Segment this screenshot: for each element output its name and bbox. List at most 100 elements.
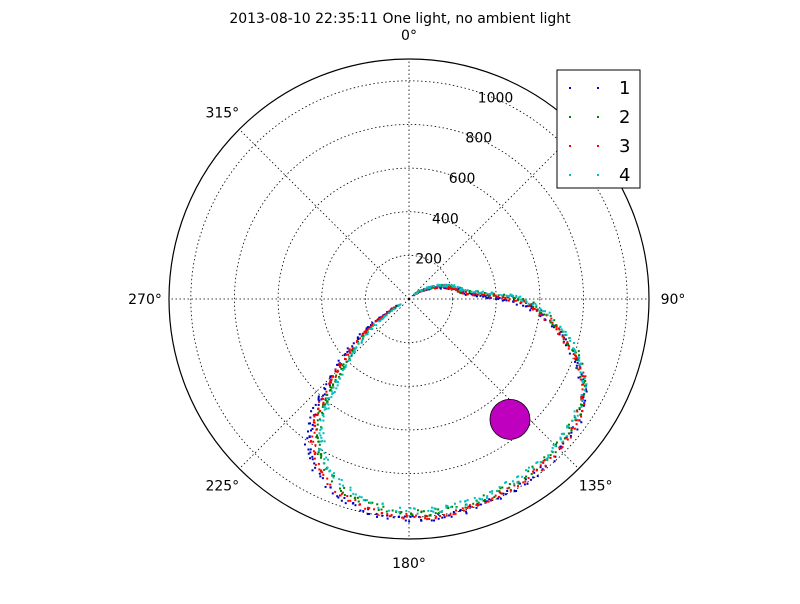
- point-series-4-340: [354, 350, 357, 353]
- point-series-4-346: [357, 342, 360, 345]
- point-series-4-53: [459, 287, 462, 290]
- point-series-4-229: [433, 507, 436, 510]
- point-series-4-211: [473, 496, 476, 499]
- point-series-1-380: [395, 305, 398, 308]
- point-series-1-182: [536, 475, 539, 478]
- point-series-3-167: [566, 438, 569, 441]
- point-series-4-257: [360, 496, 363, 499]
- point-series-4-348: [361, 339, 364, 342]
- point-series-3-183: [535, 469, 538, 472]
- point-series-2-278: [316, 453, 319, 456]
- point-series-2-76: [487, 294, 490, 297]
- point-series-3-229: [424, 514, 427, 517]
- point-series-2-300: [317, 412, 320, 415]
- point-series-4-163: [574, 417, 577, 420]
- point-series-3-31: [440, 285, 443, 288]
- point-series-1-195: [502, 492, 505, 495]
- point-series-4-345: [360, 341, 363, 344]
- point-series-3-191: [513, 484, 516, 487]
- point-series-4-21: [429, 286, 432, 289]
- point-series-4-193: [517, 475, 520, 478]
- point-series-4-258: [358, 495, 361, 498]
- point-series-4-100: [527, 302, 530, 305]
- point-series-1-223: [430, 519, 433, 522]
- point-series-3-322: [334, 375, 337, 378]
- point-series-2-91: [513, 297, 516, 300]
- point-series-4-179: [547, 454, 550, 457]
- point-series-3-120: [562, 337, 565, 340]
- point-series-3-41: [446, 287, 449, 290]
- point-series-2-309: [326, 400, 329, 403]
- point-series-4-4: [416, 290, 419, 293]
- point-series-3-160: [575, 423, 578, 426]
- point-series-3-297: [313, 415, 316, 418]
- point-series-1-208: [469, 505, 472, 508]
- point-series-2-196: [508, 486, 511, 489]
- point-series-4-60: [460, 289, 463, 292]
- point-series-1-66: [475, 295, 478, 298]
- point-series-2-322: [334, 378, 337, 381]
- point-series-3-327: [334, 368, 337, 371]
- point-series-1-138: [577, 376, 580, 379]
- point-series-4-266: [340, 479, 343, 482]
- point-series-4-227: [432, 510, 435, 513]
- point-series-1-264: [329, 486, 332, 489]
- point-series-1-310: [317, 395, 320, 398]
- point-series-2-7: [418, 291, 421, 294]
- point-series-4-267: [332, 476, 335, 479]
- point-series-4-269: [332, 472, 335, 475]
- point-series-2-116: [553, 325, 556, 328]
- point-series-3-42: [447, 287, 450, 290]
- point-series-1-158: [580, 421, 583, 424]
- point-series-1-295: [307, 422, 310, 425]
- point-series-1-199: [488, 498, 491, 501]
- point-series-2-243: [391, 509, 394, 512]
- point-series-2-194: [508, 483, 511, 486]
- point-series-3-103: [540, 309, 543, 312]
- radial-tick-1000: 1000: [478, 90, 514, 106]
- point-series-3-75: [488, 296, 491, 299]
- point-series-1-120: [564, 338, 567, 341]
- point-series-2-129: [572, 350, 575, 353]
- point-series-3-142: [579, 378, 582, 381]
- point-series-4-287: [321, 440, 324, 443]
- point-series-3-156: [576, 410, 579, 413]
- point-series-3-221: [439, 515, 442, 518]
- legend-label-1: 1: [619, 78, 630, 99]
- point-series-2-286: [315, 436, 318, 439]
- point-series-3-296: [312, 421, 315, 424]
- point-series-3-100: [531, 308, 534, 311]
- point-series-4-78: [490, 291, 493, 294]
- point-series-4-336: [348, 355, 351, 358]
- point-series-4-212: [466, 499, 469, 502]
- point-series-1-110: [550, 325, 553, 328]
- point-series-3-101: [535, 308, 538, 311]
- legend-marker-right-1: [597, 87, 599, 89]
- point-series-4-268: [331, 473, 334, 476]
- point-series-3-243: [386, 513, 389, 516]
- point-series-3-310: [321, 397, 324, 400]
- point-series-3-238: [401, 516, 404, 519]
- point-series-4-246: [388, 509, 391, 512]
- point-series-1-258: [340, 499, 343, 502]
- point-series-3-228: [424, 517, 427, 520]
- point-series-3-304: [317, 408, 320, 411]
- point-series-4-85: [505, 294, 508, 297]
- point-series-1-278: [311, 455, 314, 458]
- point-series-4-6: [419, 289, 422, 292]
- point-series-3-231: [419, 516, 422, 519]
- point-series-1-245: [375, 515, 378, 518]
- point-series-4-374: [390, 309, 393, 312]
- point-series-4-94: [517, 296, 520, 299]
- point-series-1-308: [317, 397, 320, 400]
- point-series-2-297: [316, 419, 319, 422]
- point-series-1-188: [523, 483, 526, 486]
- point-series-4-254: [369, 501, 372, 504]
- point-series-2-262: [339, 489, 342, 492]
- point-series-1-249: [366, 513, 369, 516]
- point-series-2-149: [583, 385, 586, 388]
- point-series-1-251: [362, 510, 365, 513]
- point-series-3-366: [378, 317, 381, 320]
- point-series-2-233: [420, 511, 423, 514]
- point-series-3-353: [363, 330, 366, 333]
